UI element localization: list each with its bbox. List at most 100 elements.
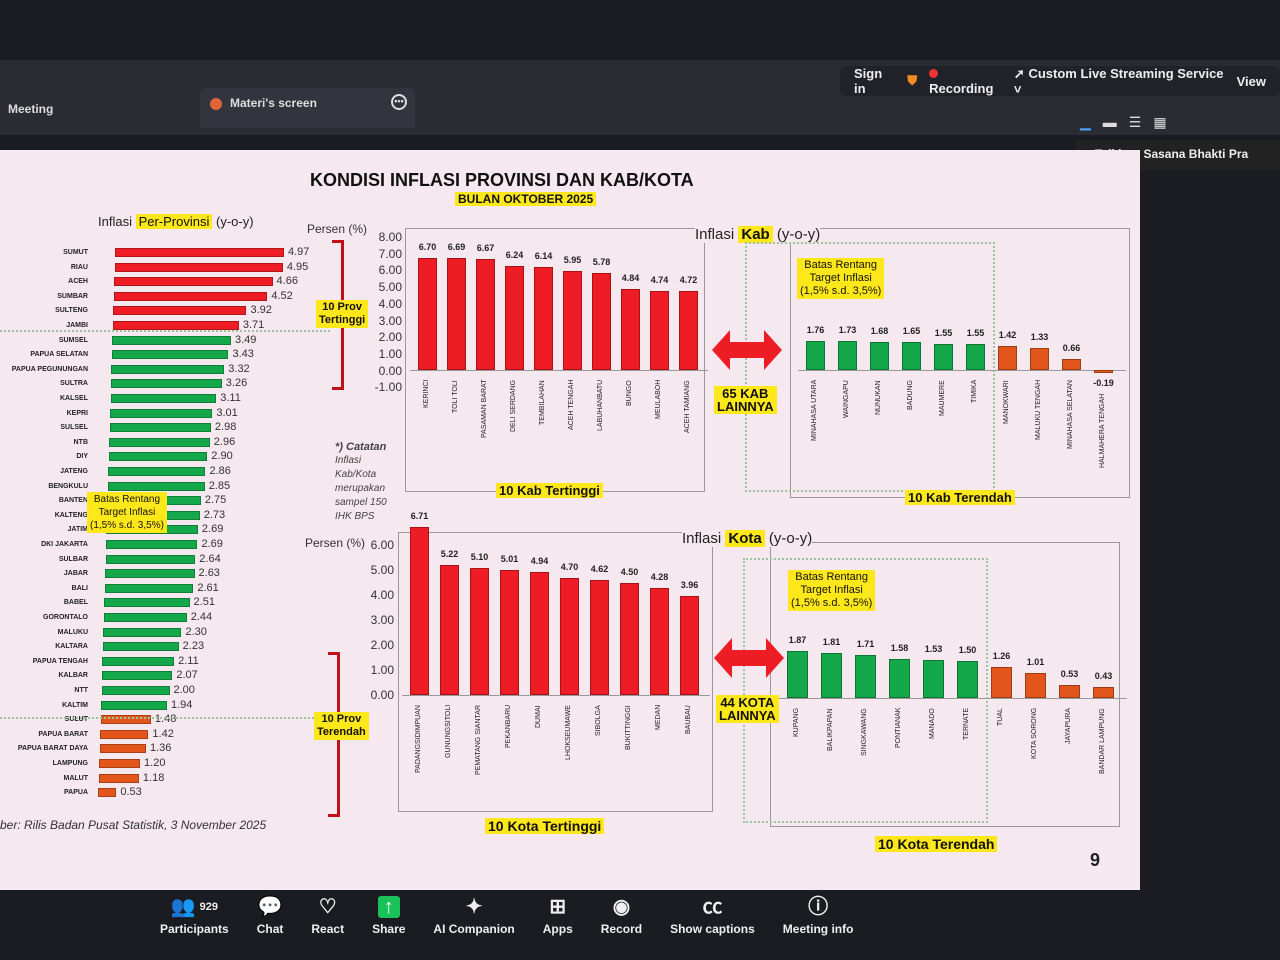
top-bar: [620, 582, 639, 695]
y-tick-label: 2.00: [378, 330, 402, 345]
list-view-icon[interactable]: ☰: [1128, 114, 1142, 130]
top-category-label: BUNGO: [625, 380, 633, 406]
province-bar: [104, 583, 194, 593]
speaker-view-icon[interactable]: ▬: [1102, 114, 1117, 130]
top-category-label: PEKANBARU: [504, 705, 512, 749]
top-bar: [447, 258, 466, 370]
toolbar-label: Record: [600, 922, 643, 936]
province-label: SUMUT: [63, 249, 88, 256]
top-value-label: 5.95: [563, 254, 582, 265]
province-bar: [101, 671, 173, 681]
province-value: 2.64: [199, 552, 221, 565]
toolbar-participants-button[interactable]: 👥 929 Participants: [160, 896, 229, 936]
low-value-label: 1.87: [788, 635, 807, 646]
top-category-label: TEMBILAHAN: [538, 380, 546, 425]
low-value-label: 1.58: [890, 642, 909, 653]
view-button[interactable]: View: [1236, 73, 1266, 89]
toolbar-ai-companion-button[interactable]: ✦ AI Companion: [433, 896, 514, 936]
chat-icon: 💬: [257, 896, 283, 918]
top-category-label: DELI SERDANG: [509, 380, 517, 433]
province-value: 2.85: [208, 479, 231, 492]
kota-target-note: Batas Rentang Target Inflasi (1,5% s.d. 3,…: [788, 570, 876, 611]
province-label: GORONTALO: [43, 614, 88, 621]
recording-indicator[interactable]: Recording: [929, 66, 1002, 96]
toolbar-icon-row: 💬: [258, 896, 283, 918]
province-value: 4.66: [276, 275, 298, 288]
low-value-label: 0.53: [1060, 668, 1079, 679]
province-label: RIAU: [70, 263, 88, 271]
toolbar-share-button[interactable]: ↑ Share: [372, 896, 405, 936]
shield-icon[interactable]: ⛊: [907, 73, 918, 88]
province-label: SULSEL: [60, 424, 88, 432]
heart-icon: ♡: [318, 896, 337, 918]
top-category-label: KERINCI: [422, 380, 430, 409]
y-tick-label: -1.00: [374, 380, 402, 395]
top-category-label: BAUBAU: [684, 705, 692, 734]
province-value: 1.42: [152, 727, 174, 740]
low-bar: [806, 340, 825, 370]
minimize-icon[interactable]: ▁: [1080, 114, 1091, 130]
province-value: 1.48: [154, 713, 177, 726]
tab-shared-screen[interactable]: Materi's screen •••: [200, 88, 415, 128]
province-bar: [108, 452, 208, 462]
top-value-label: 6.70: [418, 242, 437, 253]
top-category-label: PADANGSIDIMPUAN: [414, 705, 422, 773]
low-value-label: 1.53: [924, 643, 943, 654]
low-bar: [991, 666, 1012, 698]
low-bar: [1025, 672, 1046, 698]
kab-chart-title: Inflasi Kab (y-o-y): [695, 226, 821, 243]
presenter-avatar-icon: [210, 97, 222, 110]
province-bar: [110, 408, 213, 418]
toolbar-record-button[interactable]: ◉ Record: [601, 896, 642, 936]
province-value: 2.11: [178, 654, 199, 667]
sign-in-button[interactable]: Sign in: [854, 66, 883, 96]
province-label: KEPRI: [66, 409, 88, 417]
toolbar-apps-button[interactable]: ⊞ Apps: [543, 896, 573, 936]
low-bar: [1093, 687, 1114, 698]
sparkle-icon: ✦: [465, 896, 483, 918]
province-label: DKI JAKARTA: [41, 541, 88, 548]
toolbar-label: Chat: [256, 922, 284, 936]
top-bar: [563, 270, 582, 370]
share-icon: ↑: [377, 896, 400, 918]
kab-others-note: 65 KAB LAINNYA: [714, 386, 777, 414]
y-tick-label: 1.00: [370, 663, 394, 677]
toolbar-icon-row: 👥 929: [171, 896, 218, 918]
low-value-label: 1.65: [902, 326, 921, 337]
top-bar: [505, 265, 524, 370]
province-label: JATENG: [60, 468, 88, 475]
top-value-label: 5.78: [592, 257, 611, 268]
low-value-label: 1.01: [1026, 656, 1045, 667]
streaming-menu[interactable]: ➚ Custom Live Streaming Service ˅: [1013, 65, 1224, 97]
top-category-label: MEULABOH: [654, 380, 662, 420]
low-category-label: NUNUKAN: [874, 380, 882, 415]
more-options-icon[interactable]: •••: [391, 94, 407, 110]
province-bar: [104, 598, 190, 608]
toolbar-icon-row: ↑: [377, 896, 400, 918]
toolbar-react-button[interactable]: ♡ React: [311, 896, 344, 936]
y-tick-label: 0.00: [370, 688, 394, 702]
province-label: NTT: [74, 687, 88, 694]
y-tick-label: 3.00: [370, 613, 394, 627]
y-tick-label: 4.00: [378, 296, 402, 311]
toolbar-meeting-info-button[interactable]: ⓘ Meeting info: [783, 896, 854, 936]
top-value-label: 4.28: [650, 572, 669, 582]
province-bar: [111, 364, 225, 374]
toolbar-show-captions-button[interactable]: ㏄ Show captions: [670, 896, 755, 936]
province-bar: [111, 350, 229, 360]
top-right-controls: Sign in ⛊ Recording ➚ Custom Live Stream…: [840, 65, 1280, 97]
province-value: 2.96: [213, 435, 236, 448]
top-bar: [650, 588, 669, 695]
province-label: KALSEL: [60, 395, 88, 402]
tab-meeting[interactable]: Meeting: [8, 102, 54, 116]
province-value: 2.51: [193, 596, 215, 609]
kota-top-box: [398, 532, 713, 812]
gallery-view-icon[interactable]: ▦: [1153, 114, 1167, 130]
toolbar-icon-row: ㏄: [702, 896, 722, 918]
kota-others-note: 44 KOTA LAINNYA: [716, 695, 779, 723]
prov-low-separator: [0, 717, 330, 719]
low-bar: [889, 658, 910, 698]
kota-y-axis-label: Persen (%): [305, 536, 366, 550]
participant-count: 929: [199, 901, 218, 913]
toolbar-chat-button[interactable]: 💬 Chat: [257, 896, 284, 936]
